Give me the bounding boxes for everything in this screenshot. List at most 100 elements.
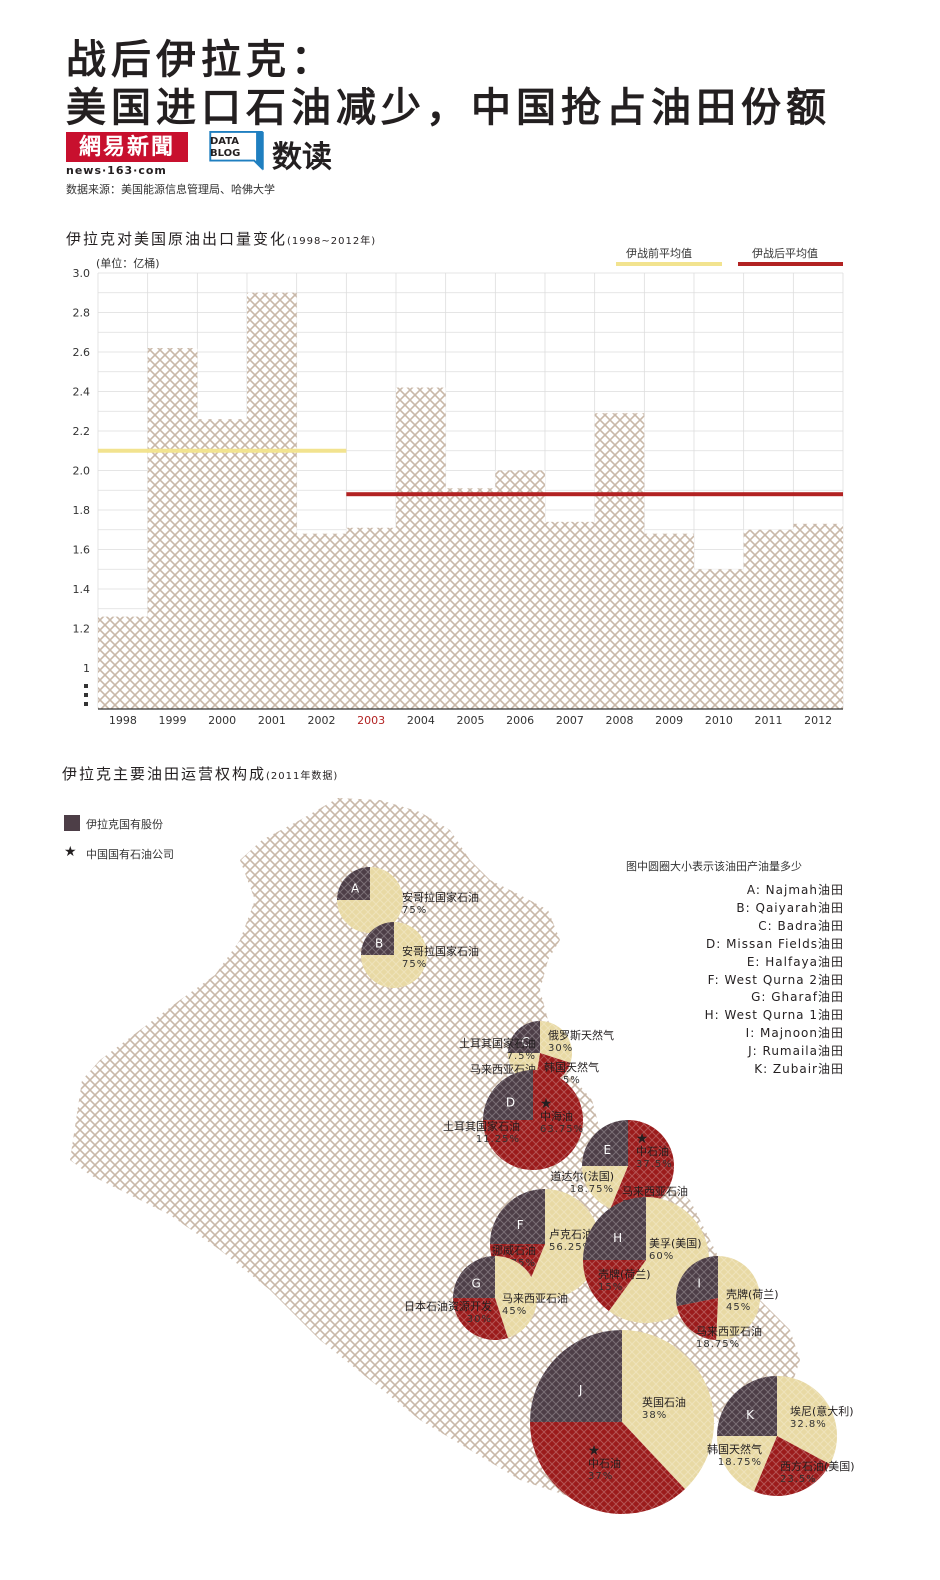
- key-item: B: Qaiyarah油田: [736, 900, 844, 915]
- key-item: E: Halfaya油田: [746, 954, 844, 969]
- chart-bars: [98, 292, 843, 709]
- page-title-line2: 美国进口石油减少，中国抢占油田份额: [66, 85, 831, 131]
- pie-slice-texture: [483, 1120, 533, 1153]
- x-tick-label: 2003: [357, 714, 385, 727]
- pie-slice-texture: [453, 1256, 495, 1298]
- field-letter: G: [471, 1276, 480, 1290]
- x-tick-label: 2005: [457, 714, 485, 727]
- netease-news-url[interactable]: news·163·com: [66, 164, 167, 177]
- legend-pre-war: 伊战前平均值: [626, 247, 692, 260]
- y-tick-label: 1.2: [73, 623, 91, 636]
- slice-owner-label: 道达尔(法国): [550, 1169, 614, 1183]
- bar-chart-unit: (单位：亿桶): [96, 257, 160, 270]
- field-letter: K: [746, 1408, 755, 1422]
- datablog-label: 数读: [272, 140, 332, 175]
- field-letter: D: [506, 1096, 515, 1110]
- y-tick-label: 2.6: [73, 346, 91, 359]
- slice-owner-label: 土耳其国家石油: [459, 1036, 536, 1050]
- bar-1998: [98, 616, 148, 709]
- field-letter: J: [578, 1383, 583, 1397]
- y-tick-label: 2.2: [73, 425, 91, 438]
- chart-axes: 3.0 2.8 2.6 2.4 2.2 2.0 1.8 1.6 1.4 1.2 1 1998 1999 2…: [73, 267, 843, 727]
- slice-owner-label: 马来西亚石油: [502, 1291, 568, 1305]
- pie-slice-texture: [483, 1070, 533, 1120]
- slice-pct-label: 45%: [502, 1306, 527, 1317]
- bar-2005: [445, 488, 496, 709]
- bar-2008: [594, 413, 645, 709]
- key-item: D: Missan Fields油田: [705, 936, 844, 951]
- pie-slice-texture: [495, 1256, 537, 1338]
- y-tick-label: 2.0: [73, 465, 91, 478]
- slice-pct-label: 60%: [649, 1251, 674, 1262]
- slice-owner-label: 中石油: [588, 1456, 621, 1470]
- x-tick-label: 2012: [804, 714, 832, 727]
- datablog-line1: DATA: [210, 136, 240, 147]
- slice-owner-label: 壳牌(荷兰): [726, 1287, 779, 1301]
- pie-slice-texture: [530, 1330, 622, 1422]
- key-item: I: Majnoon油田: [745, 1026, 844, 1041]
- map-title-text: 伊拉克主要油田运营权构成: [62, 765, 267, 783]
- bar-2006: [495, 470, 545, 709]
- x-tick-label: 2001: [258, 714, 286, 727]
- x-tick-label: 2011: [755, 714, 783, 727]
- slice-pct-label: 18.75%: [570, 1184, 614, 1195]
- key-item: C: Badra油田: [758, 918, 844, 933]
- x-tick-label: 2002: [308, 714, 336, 727]
- bar-chart-title: 伊拉克对美国原油出口量变化(1998~2012年): [66, 228, 376, 249]
- bar-2001: [247, 292, 297, 709]
- bar-chart: 3.0 2.8 2.6 2.4 2.2 2.0 1.8 1.6 1.4 1.2 1 1998 1999 2…: [73, 267, 844, 727]
- field-letter: A: [351, 881, 360, 895]
- pie-slice-texture: [337, 867, 370, 900]
- iraq-map-shape: [70, 798, 800, 1500]
- bar-2011: [743, 529, 794, 709]
- field-letter: H: [613, 1231, 622, 1245]
- y-tick-label: 2.8: [73, 307, 91, 320]
- slice-pct-label: 30%: [548, 1043, 573, 1054]
- field-letter: C: [521, 1035, 529, 1049]
- field-letter: I: [697, 1276, 701, 1290]
- slice-owner-label: 安哥拉国家石油: [402, 944, 479, 958]
- china-star-icon: ★: [636, 1131, 649, 1147]
- slice-owner-label: 安哥拉国家石油: [402, 890, 479, 904]
- slice-owner-label: 挪威石油: [492, 1243, 536, 1257]
- chart-reference-lines: [98, 448, 843, 497]
- pie-slice-texture: [337, 867, 403, 933]
- legend-post-war: 伊战后平均值: [752, 247, 818, 260]
- field-letter: B: [375, 936, 383, 950]
- slice-pct-label: 45%: [726, 1302, 751, 1313]
- y-tick-label: 3.0: [73, 267, 91, 280]
- pie-slice-texture: [530, 1422, 685, 1514]
- slice-owner-label: 土耳其国家石油: [443, 1119, 520, 1133]
- x-tick-label: 2004: [407, 714, 435, 727]
- pie-slice-texture: [717, 1435, 777, 1492]
- pie-slice-texture: [490, 1189, 545, 1244]
- legend-iraq-state-swatch: [64, 815, 80, 831]
- y-tick-label: 1.4: [73, 583, 91, 596]
- x-tick-label: 2009: [655, 714, 683, 727]
- bar-2009: [644, 533, 694, 709]
- oilfield-pies: A安哥拉国家石油75%B安哥拉国家石油75%C俄罗斯天然气30%韩国天然气22.…: [337, 867, 855, 1514]
- slice-owner-label: 中石油: [636, 1144, 669, 1158]
- pie-slice-texture: [753, 1436, 830, 1496]
- bar-chart-title-text: 伊拉克对美国原油出口量变化: [66, 230, 288, 248]
- bar-2004: [396, 387, 446, 709]
- slice-pct-label: 75%: [402, 959, 427, 970]
- netease-news-logo[interactable]: 網易新聞: [66, 132, 188, 162]
- pie-slice-texture: [523, 1189, 600, 1299]
- pie-slice-texture: [540, 1021, 573, 1063]
- legend-china-state: 中国国有石油公司: [86, 848, 174, 861]
- slice-pct-label: 15%: [598, 1282, 623, 1293]
- x-tick-label: 2007: [556, 714, 584, 727]
- field-key-list: A: Najmah油田 B: Qaiyarah油田 C: Badra油田 D: …: [705, 882, 844, 1079]
- china-star-icon: ★: [540, 1096, 553, 1112]
- size-note: 图中圆圈大小表示该油田产油量多少: [626, 860, 802, 873]
- pie-slice-texture: [676, 1298, 718, 1340]
- star-icon: ★: [64, 844, 77, 860]
- datablog-logo-icon: [209, 130, 264, 171]
- slice-pct-label: 38%: [642, 1410, 667, 1421]
- field-letter: F: [517, 1218, 524, 1232]
- slice-owner-label: 西方石油(美国): [780, 1459, 855, 1473]
